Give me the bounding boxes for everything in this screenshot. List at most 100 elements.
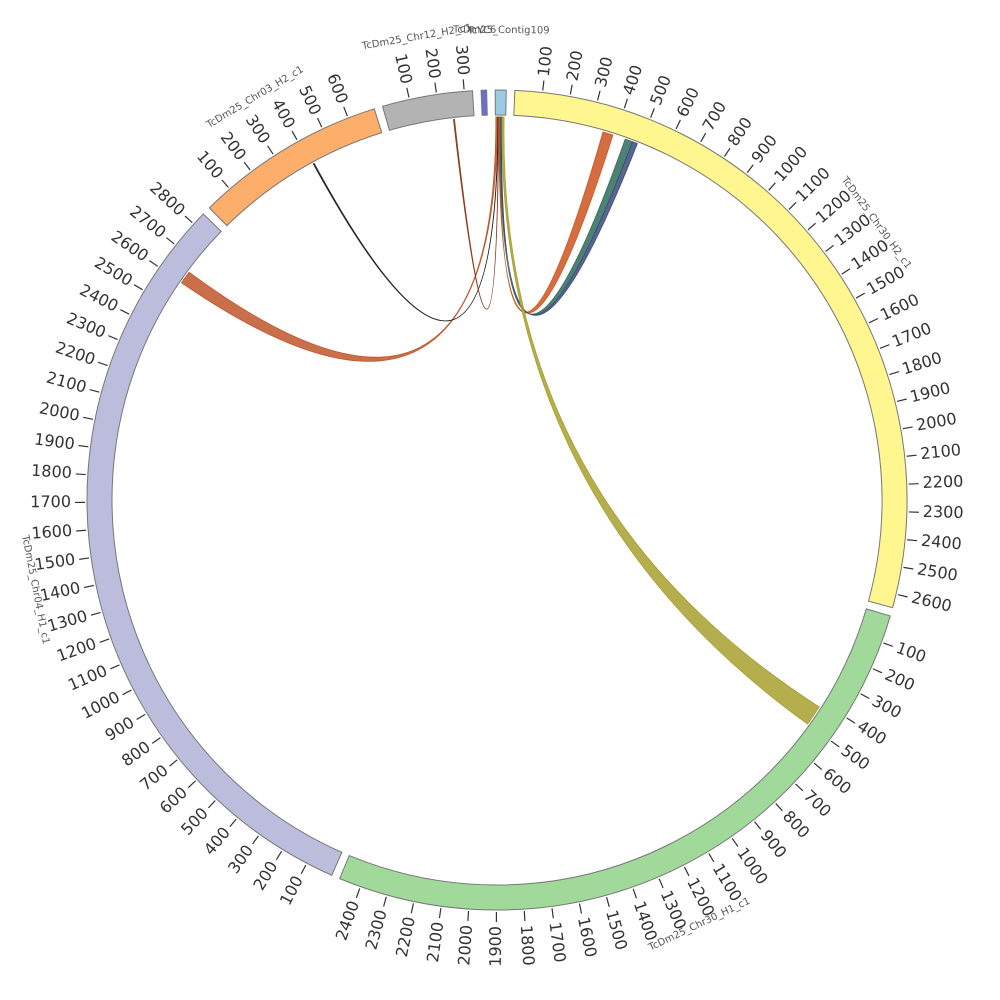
tick-label: 2300	[64, 309, 109, 342]
tick	[383, 896, 387, 907]
tick	[300, 864, 307, 875]
tick	[542, 80, 545, 91]
tick	[467, 910, 470, 922]
tick-label: 2000	[915, 409, 958, 435]
tick-label: 900	[102, 713, 138, 745]
tick-label: 300	[224, 841, 257, 877]
tick	[78, 444, 89, 448]
tick-label: 100	[391, 52, 416, 86]
tick-label: 1500	[863, 262, 908, 299]
tick	[860, 693, 870, 700]
tick-label: 1400	[630, 899, 661, 944]
tick-label: 600	[156, 783, 191, 818]
tick	[275, 850, 283, 861]
tick-label: 800	[118, 737, 154, 770]
tick	[169, 759, 178, 767]
tick	[569, 84, 573, 95]
tick-label: 700	[800, 786, 835, 821]
ideogram	[208, 108, 383, 227]
tick	[166, 237, 175, 245]
tick-label: 300	[591, 55, 617, 89]
tick-label: 1000	[733, 844, 772, 888]
tick	[795, 783, 804, 792]
ideogram	[480, 89, 488, 116]
tick-label: 2400	[77, 280, 122, 315]
tick	[830, 740, 840, 748]
tick-label: 1500	[602, 908, 631, 952]
tick	[122, 689, 132, 696]
tick	[110, 664, 120, 670]
tick	[700, 132, 707, 143]
tick-label: 2100	[423, 921, 447, 964]
tick	[846, 717, 856, 724]
tick	[120, 309, 130, 315]
tick-label: 1800	[900, 348, 945, 378]
tick	[221, 179, 229, 188]
tick-label: 500	[177, 804, 212, 839]
link	[500, 116, 638, 316]
tick-label: 100	[894, 638, 929, 666]
tick	[907, 539, 918, 542]
tick	[243, 161, 251, 171]
tick	[184, 215, 193, 224]
tick	[84, 584, 95, 589]
tick-label: 100	[193, 147, 227, 183]
tick	[868, 317, 879, 324]
tick	[462, 79, 465, 90]
tick	[623, 98, 629, 109]
tick-label: 400	[268, 96, 299, 132]
tick	[708, 853, 715, 863]
tick	[731, 837, 739, 847]
tick-label: 500	[646, 72, 675, 107]
tick	[807, 222, 816, 231]
tick	[683, 866, 690, 877]
tick	[149, 260, 159, 267]
tick-label: 2100	[44, 368, 88, 397]
tick	[746, 164, 754, 174]
tick-label: 1900	[33, 429, 76, 453]
tick	[723, 147, 731, 157]
segment-label: TcYC6	[466, 25, 496, 37]
tick-label: 1100	[65, 661, 110, 695]
tick	[75, 473, 86, 476]
ideogram	[513, 89, 908, 609]
tick	[906, 454, 917, 457]
tick-label: 300	[869, 691, 905, 722]
tick-label: 2300	[923, 502, 964, 522]
tick-label: 800	[779, 807, 814, 842]
tick-label: 400	[619, 63, 647, 98]
tick-label: 1300	[45, 606, 89, 635]
tick-label: 200	[217, 128, 251, 164]
tick-label: 1200	[54, 634, 99, 666]
tick-label: 900	[747, 131, 781, 167]
tick-label: 400	[854, 716, 890, 748]
link	[453, 116, 500, 310]
tick	[136, 713, 146, 721]
tick-label: 2300	[361, 908, 390, 952]
tick-label: 1600	[877, 290, 922, 325]
link	[499, 116, 634, 316]
tick	[754, 821, 762, 830]
tick	[99, 638, 110, 643]
tick	[788, 201, 797, 210]
tick-label: 200	[882, 665, 918, 695]
tick-label: 600	[323, 71, 352, 106]
tick	[841, 268, 851, 275]
tick-label: 1700	[30, 492, 71, 511]
tick-label: 2200	[922, 471, 963, 492]
tick	[133, 284, 143, 291]
tick-label: 1700	[545, 921, 569, 964]
tick-label: 2200	[392, 915, 419, 959]
tick-label: 700	[136, 761, 172, 795]
tick-label: 2400	[332, 898, 363, 943]
tick-label: 2500	[916, 559, 959, 584]
tick	[291, 130, 298, 141]
tick	[108, 335, 118, 341]
tick-label: 2600	[108, 227, 152, 266]
tick	[825, 244, 834, 252]
tick	[855, 292, 866, 299]
tick	[578, 903, 583, 914]
tick	[658, 878, 664, 889]
ideogram	[381, 90, 475, 131]
tick	[316, 117, 323, 128]
